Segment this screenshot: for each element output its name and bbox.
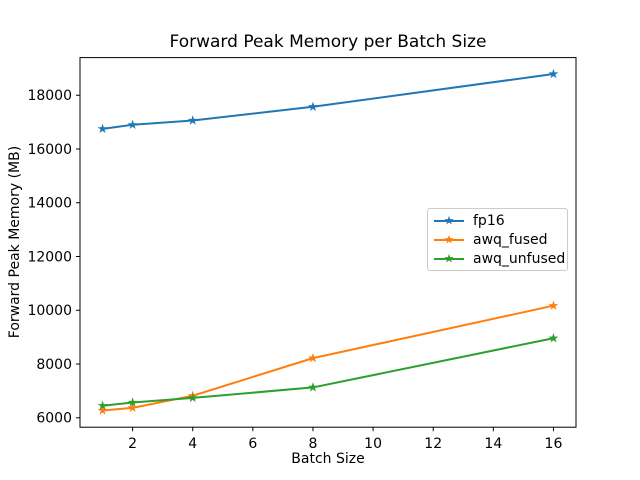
star-marker-icon: ★ [443,213,455,228]
data-point-marker [127,402,138,413]
legend-item-fp16: ★ fp16 [434,213,561,229]
y-tick-label: 16000 [27,142,72,158]
x-tick-label: 8 [309,436,318,452]
data-point-marker [97,400,108,410]
data-point-marker [308,382,318,392]
x-tick-label: 2 [128,436,137,452]
legend-line-icon [434,257,464,260]
series-awq_unfused [97,333,559,410]
star-marker-icon: ★ [443,232,455,247]
legend-marker-icon: ★ [434,214,464,228]
data-point-marker [308,101,318,111]
data-point-marker [308,352,318,363]
x-axis-label: Batch Size [291,451,365,467]
data-point-marker [127,397,138,407]
y-tick-label: 12000 [27,249,72,265]
y-tick-label: 14000 [27,196,72,212]
legend-line-icon [434,219,464,222]
y-tick-label: 10000 [27,303,72,319]
legend-label: awq_fused [473,231,548,248]
series-awq_fused [97,300,559,415]
chart-title: Forward Peak Memory per Batch Size [169,32,487,52]
legend-item-awq-unfused: ★ awq_unfused [434,251,565,267]
series-line-fp16 [102,73,554,130]
y-tick-label: 8000 [36,357,72,373]
x-tick-label: 6 [248,436,257,452]
data-point-marker [187,115,198,125]
legend-label: fp16 [473,212,505,229]
legend: ★ fp16 ★ awq_fused ★ awq_unfused [427,208,568,271]
data-point-marker [548,333,559,343]
legend-label: awq_unfused [473,250,566,267]
x-tick-label: 14 [484,436,502,452]
y-tick-label: 18000 [27,88,72,104]
x-axis: 2 4 6 8 10 12 14 16 [128,427,562,452]
data-point-marker [548,68,559,79]
legend-marker-icon: ★ [434,252,464,266]
series-line-awq_unfused [102,337,554,407]
data-point-marker [127,119,138,130]
axes-frame [79,57,577,428]
series-line-awq_fused [102,304,554,412]
x-tick-label: 16 [545,436,563,452]
data-point-marker [548,300,559,310]
x-tick-label: 10 [364,436,382,452]
y-axis: 6000 8000 10000 12000 14000 16000 18000 [27,88,80,427]
y-tick-label: 6000 [36,411,72,427]
legend-line-icon [434,238,464,241]
data-point-marker [97,405,108,415]
data-point-marker [187,392,198,403]
legend-marker-icon: ★ [434,233,464,247]
legend-item-awq-fused: ★ awq_fused [434,232,561,248]
data-point-marker [97,123,108,134]
star-marker-icon: ★ [443,251,455,266]
x-tick-label: 4 [188,436,197,452]
x-tick-label: 12 [424,436,442,452]
series-fp16 [97,68,559,134]
